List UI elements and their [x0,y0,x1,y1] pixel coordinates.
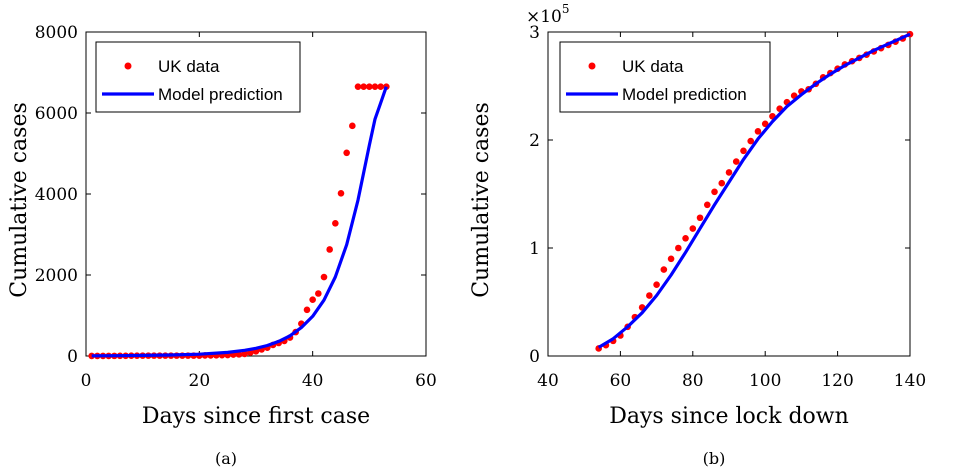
y-axis-label: Cumulative cases [469,102,494,298]
data-point [689,225,697,232]
data-point [653,281,660,289]
data-point [354,83,362,90]
legend-marker-uk-data [124,62,132,70]
data-point [696,214,704,222]
x-tick-label: 100 [749,371,781,391]
y-exponent-label: ×105 [526,2,570,27]
x-tick-label: 20 [189,371,211,391]
y-exponent-power: 5 [562,2,570,16]
legend-label-model-prediction: Model prediction [622,85,747,104]
plot-area-frame [547,31,911,357]
legend-box [559,41,771,113]
y-tick-label: 1 [529,239,540,259]
y-tick-label: 2 [529,131,540,151]
legend: UK data Model prediction [559,41,771,113]
data-point [377,83,384,90]
panel-caption: (a) [215,449,237,468]
data-point [343,149,350,157]
y-tick-label: 3 [529,23,540,43]
model-prediction-line [91,86,388,358]
data-point [718,179,726,187]
y-tick-label: 0 [529,347,540,367]
data-point [675,244,682,252]
x-axis-label: Days since first case [142,404,370,429]
data-point [309,296,316,303]
data-point [711,188,718,196]
data-point [754,128,762,135]
data-point [320,273,328,281]
data-point [349,122,356,130]
chart-panel-2: 40 60 80 100 120 140 0 1 2 3×105 Days since lock d… [469,2,926,468]
data-point [703,201,711,209]
y-tick-label: 6000 [35,104,78,124]
data-point [337,190,345,197]
data-point [371,83,379,90]
data-point [360,83,367,90]
data-point [315,290,322,297]
model-prediction-line [597,32,911,349]
x-tick-label: 120 [821,371,853,391]
data-point [332,219,339,227]
panel-caption: (b) [703,449,726,468]
data-point [660,266,668,273]
y-tick-label: 0 [67,347,78,367]
data-point [761,120,769,128]
y-tick-label: 4000 [35,185,78,205]
data-point [646,292,653,299]
legend: UK data Model prediction [95,41,301,113]
data-point [241,350,248,358]
legend-label-uk-data: UK data [158,57,220,76]
data-point [732,158,740,165]
x-tick-label: 80 [682,371,704,391]
legend-label-uk-data: UK data [622,57,684,76]
legend-marker-uk-data [588,62,596,70]
y-axis-label: Cumulative cases [7,102,32,298]
data-point [366,83,373,90]
data-point [740,147,747,155]
x-tick-label: 140 [894,371,926,391]
data-point [326,246,333,253]
y-tick-label: 2000 [35,266,78,286]
data-point [682,234,689,242]
x-tick-label: 0 [81,371,92,391]
data-point [725,169,733,176]
data-point [747,137,755,145]
legend-box [95,41,301,113]
y-tick-label: 8000 [35,23,78,43]
x-tick-label: 60 [415,371,437,391]
chart-panel-1: 0 20 40 60 0 2000 4000 6000 8000 Days since first… [7,23,437,468]
x-tick-label: 40 [537,371,559,391]
series-uk-data [88,83,390,360]
legend-label-model-prediction: Model prediction [158,85,283,104]
x-tick-label: 60 [610,371,632,391]
x-axis-label: Days since lock down [609,404,849,429]
data-point [303,306,311,314]
data-point [667,255,675,263]
x-tick-label: 40 [302,371,324,391]
